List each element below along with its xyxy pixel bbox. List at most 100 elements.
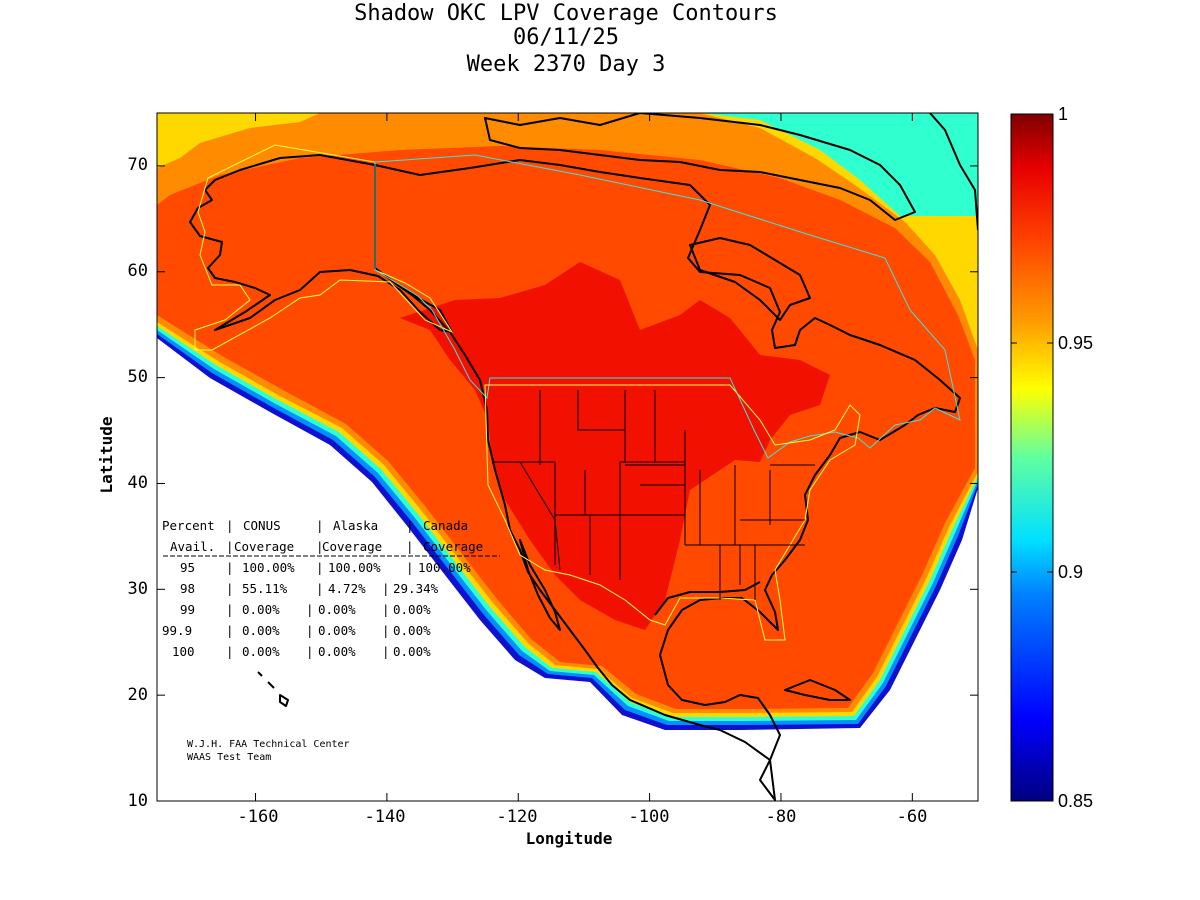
state-boundaries bbox=[492, 390, 815, 600]
x-axis-label: Longitude bbox=[526, 829, 613, 848]
x-tick-label: -60 bbox=[897, 807, 928, 827]
x-axis: -160 -140 -120 -100 -80 -60 Longitude bbox=[238, 807, 928, 848]
x-tick-label: -80 bbox=[766, 807, 797, 827]
hawaii-islands bbox=[257, 671, 289, 707]
title-line-3: Week 2370 Day 3 bbox=[467, 52, 666, 77]
table-cell-alaska: 0.00% bbox=[318, 623, 356, 638]
table-cell-pct: 95 bbox=[180, 560, 195, 575]
table-subheader-coverage: Coverage bbox=[423, 539, 483, 554]
table-header-alaska: Alaska bbox=[333, 518, 378, 533]
table-cell-alaska: 4.72% bbox=[328, 581, 366, 596]
table-divider: | bbox=[226, 518, 234, 533]
title-line-2: 06/11/25 bbox=[513, 25, 619, 50]
hudson-bay bbox=[689, 237, 811, 321]
map-frame bbox=[156, 112, 979, 802]
table-cell-alaska: 100.00% bbox=[328, 560, 381, 575]
table-cell-canada: 29.34% bbox=[393, 581, 439, 596]
table-row: 95 | 100.00% | 100.00% | 100.00% bbox=[180, 560, 471, 575]
table-divider: | bbox=[406, 518, 414, 533]
axis-ticks bbox=[157, 113, 978, 802]
table-cell-canada: 0.00% bbox=[393, 602, 431, 617]
table-cell-alaska: 0.00% bbox=[318, 644, 356, 659]
x-tick-label: -140 bbox=[365, 807, 406, 827]
table-divider: | bbox=[382, 623, 390, 638]
x-tick-label: -120 bbox=[497, 807, 538, 827]
cuba bbox=[784, 679, 851, 701]
colorbar: 0.85 0.9 0.95 1 bbox=[1010, 104, 1093, 811]
y-tick-label: 40 bbox=[128, 473, 148, 493]
table-cell-conus: 0.00% bbox=[242, 623, 280, 638]
table-divider: | bbox=[406, 560, 414, 575]
table-divider: | bbox=[226, 623, 234, 638]
western-states-lines bbox=[492, 390, 815, 600]
table-cell-pct: 100 bbox=[172, 644, 195, 659]
coverage-table: Percent | CONUS | Alaska | Canada Avail.… bbox=[162, 518, 500, 659]
colorbar-ticks bbox=[1011, 113, 1053, 802]
coastlines bbox=[189, 113, 978, 801]
x-tick-label: -160 bbox=[238, 807, 279, 827]
canada-arctic-islands bbox=[484, 113, 916, 221]
table-row: 99.9 | 0.00% | 0.00% | 0.00% bbox=[162, 623, 431, 638]
y-tick-label: 60 bbox=[128, 261, 148, 281]
credit-line-1: W.J.H. FAA Technical Center bbox=[187, 739, 350, 750]
table-header-conus: CONUS bbox=[243, 518, 281, 533]
greenland-coast bbox=[929, 113, 978, 231]
table-row: 99 | 0.00% | 0.00% | 0.00% bbox=[180, 602, 431, 617]
table-divider: | bbox=[226, 560, 234, 575]
table-cell-conus: 0.00% bbox=[242, 644, 280, 659]
table-cell-pct: 98 bbox=[180, 581, 195, 596]
y-tick-label: 10 bbox=[128, 791, 148, 811]
baja-california bbox=[519, 539, 561, 631]
table-row: 100 | 0.00% | 0.00% | 0.00% bbox=[172, 644, 431, 659]
table-cell-canada: 0.00% bbox=[393, 623, 431, 638]
table-divider: | bbox=[382, 644, 390, 659]
table-divider: | bbox=[316, 518, 324, 533]
table-divider: | bbox=[306, 623, 314, 638]
y-tick-label: 70 bbox=[128, 155, 148, 175]
map-panel bbox=[157, 113, 978, 801]
table-divider: | bbox=[316, 560, 324, 575]
table-cell-conus: 55.11% bbox=[242, 581, 288, 596]
table-cell-conus: 0.00% bbox=[242, 602, 280, 617]
gulf-of-mexico-coast bbox=[654, 581, 761, 616]
table-cell-canada: 100.00% bbox=[418, 560, 471, 575]
y-tick-label: 30 bbox=[128, 579, 148, 599]
colorbar-tick-label: 0.95 bbox=[1058, 333, 1093, 353]
table-cell-pct: 99 bbox=[180, 602, 195, 617]
colorbar-gradient bbox=[1010, 113, 1054, 802]
colorbar-tick-label: 0.85 bbox=[1058, 791, 1093, 811]
y-axis-label: Latitude bbox=[97, 416, 116, 493]
table-divider: | bbox=[226, 602, 234, 617]
table-row: 98 | 55.11% | 4.72% | 29.34% bbox=[180, 581, 439, 596]
table-cell-conus: 100.00% bbox=[242, 560, 295, 575]
north-america-mainland bbox=[374, 159, 961, 801]
y-tick-label: 50 bbox=[128, 367, 148, 387]
x-tick-label: -100 bbox=[629, 807, 670, 827]
coverage-band-very-high bbox=[400, 262, 830, 630]
colorbar-tick-label: 0.9 bbox=[1058, 562, 1083, 582]
canada-service-boundary bbox=[374, 154, 961, 459]
table-divider: | bbox=[226, 539, 234, 554]
table-subheader-coverage: Coverage bbox=[234, 539, 294, 554]
colorbar-tick-label: 1 bbox=[1058, 104, 1068, 124]
table-header-percent: Percent bbox=[162, 518, 215, 533]
table-subheader-avail: Avail. bbox=[170, 539, 215, 554]
service-boundaries bbox=[194, 144, 961, 641]
alaska-service-boundary bbox=[194, 144, 454, 351]
title-line-1: Shadow OKC LPV Coverage Contours bbox=[354, 1, 778, 26]
table-divider: | bbox=[316, 581, 324, 596]
table-divider: | bbox=[306, 644, 314, 659]
table-divider: | bbox=[316, 539, 324, 554]
y-axis: 10 20 30 40 50 60 70 Latitude bbox=[97, 155, 148, 811]
table-header-canada: Canada bbox=[423, 518, 468, 533]
y-tick-label: 20 bbox=[128, 685, 148, 705]
table-divider: | bbox=[382, 602, 390, 617]
table-subheader-coverage: Coverage bbox=[322, 539, 382, 554]
conus-service-boundary bbox=[484, 384, 861, 641]
table-cell-pct: 99.9 bbox=[162, 623, 192, 638]
table-divider: | bbox=[226, 644, 234, 659]
table-cell-canada: 0.00% bbox=[393, 644, 431, 659]
table-cell-alaska: 0.00% bbox=[318, 602, 356, 617]
table-divider: | bbox=[382, 581, 390, 596]
